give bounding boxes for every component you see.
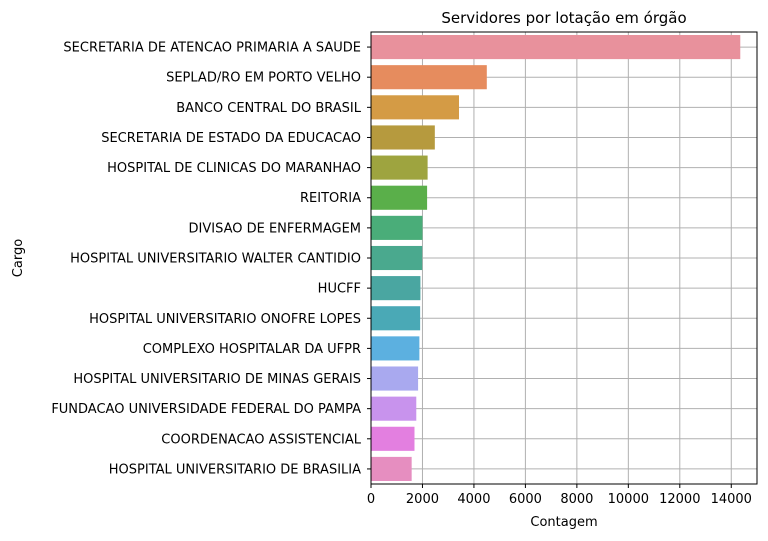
- bar: [371, 65, 487, 90]
- bars: [371, 35, 741, 481]
- y-tick-label: SECRETARIA DE ESTADO DA EDUCACAO: [101, 131, 361, 146]
- x-tick-label: 14000: [711, 492, 752, 507]
- y-tick-labels: SECRETARIA DE ATENCAO PRIMARIA A SAUDE SE…: [51, 41, 371, 477]
- y-axis-label: Cargo: [11, 239, 26, 277]
- x-tick-label: 0: [367, 492, 375, 507]
- y-tick-label: SEPLAD/RO EM PORTO VELHO: [166, 71, 361, 86]
- bar: [371, 336, 420, 361]
- chart-title: Servidores por lotação em órgão: [441, 9, 686, 27]
- bar: [371, 456, 412, 481]
- x-tick-labels: 0 2000 4000 6000 8000 10000 12000 14000: [367, 484, 752, 507]
- bar: [371, 306, 421, 331]
- bar: [371, 276, 421, 301]
- bar: [371, 35, 741, 60]
- y-tick-label: HOSPITAL UNIVERSITARIO DE MINAS GERAIS: [73, 372, 361, 387]
- bar: [371, 185, 428, 210]
- bar: [371, 125, 435, 150]
- y-tick-label: HOSPITAL UNIVERSITARIO WALTER CANTIDIO: [70, 252, 361, 267]
- x-tick-label: 12000: [659, 492, 700, 507]
- x-tick-label: 6000: [509, 492, 542, 507]
- y-tick-label: SECRETARIA DE ATENCAO PRIMARIA A SAUDE: [63, 41, 361, 56]
- y-tick-label: DIVISAO DE ENFERMAGEM: [189, 221, 362, 236]
- x-tick-label: 10000: [608, 492, 649, 507]
- y-tick-label: FUNDACAO UNIVERSIDADE FEDERAL DO PAMPA: [51, 402, 361, 417]
- x-tick-label: 8000: [560, 492, 593, 507]
- x-tick-label: 2000: [406, 492, 439, 507]
- bar: [371, 245, 423, 271]
- bar: [371, 366, 419, 391]
- bar: [371, 426, 415, 451]
- y-tick-label: REITORIA: [300, 191, 361, 206]
- y-tick-label: BANCO CENTRAL DO BRASIL: [176, 101, 361, 116]
- bar: [371, 396, 417, 421]
- y-tick-label: COMPLEXO HOSPITALAR DA UFPR: [143, 342, 361, 357]
- y-tick-label: HUCFF: [318, 282, 361, 297]
- x-tick-label: 4000: [457, 492, 490, 507]
- bar: [371, 155, 428, 180]
- y-tick-label: HOSPITAL UNIVERSITARIO DE BRASILIA: [109, 462, 361, 477]
- bar: [371, 95, 460, 120]
- x-axis-label: Contagem: [530, 515, 597, 530]
- y-tick-label: HOSPITAL UNIVERSITARIO ONOFRE LOPES: [89, 312, 361, 327]
- y-tick-label: HOSPITAL DE CLINICAS DO MARANHAO: [107, 161, 361, 176]
- bar: [371, 215, 423, 240]
- y-tick-label: COORDENACAO ASSISTENCIAL: [161, 432, 361, 447]
